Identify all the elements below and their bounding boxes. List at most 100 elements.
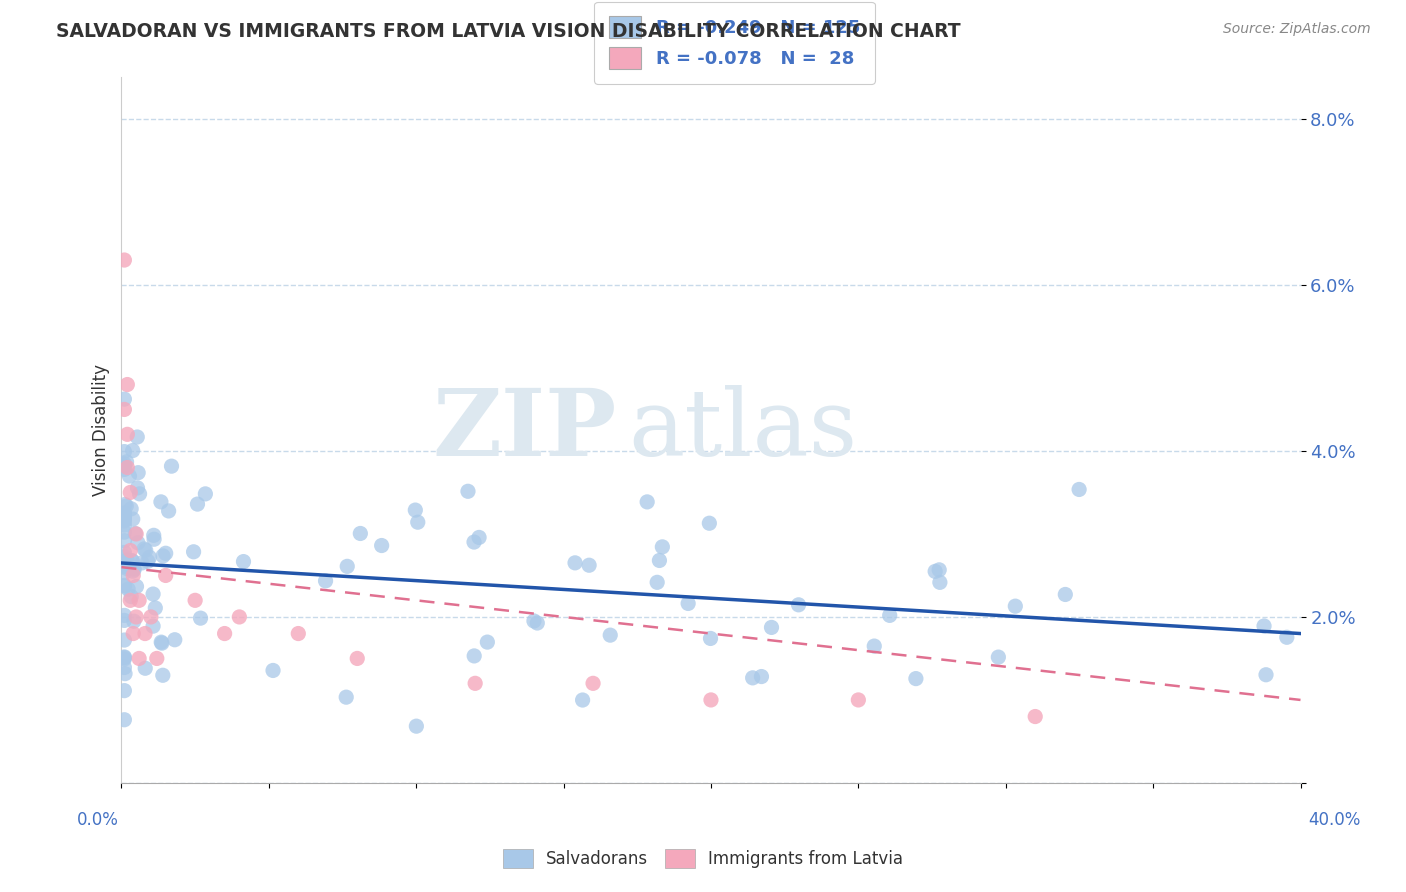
Point <box>228 610 250 624</box>
Text: 40.0%: 40.0% <box>1309 811 1361 829</box>
Point <box>121 512 143 526</box>
Point <box>160 459 183 474</box>
Point <box>112 557 135 571</box>
Point <box>404 503 426 517</box>
Point <box>564 556 586 570</box>
Point <box>112 633 135 648</box>
Point <box>139 610 162 624</box>
Point <box>184 593 207 607</box>
Point <box>457 484 479 499</box>
Point <box>648 553 671 567</box>
Point <box>121 443 143 458</box>
Point <box>112 660 135 674</box>
Point <box>464 676 486 690</box>
Point <box>651 540 673 554</box>
Legend: Salvadorans, Immigrants from Latvia: Salvadorans, Immigrants from Latvia <box>496 843 910 875</box>
Point <box>136 554 159 568</box>
Legend: R = -0.249   N = 125, R = -0.078   N =  28: R = -0.249 N = 125, R = -0.078 N = 28 <box>595 2 875 84</box>
Point <box>120 590 142 604</box>
Point <box>346 651 368 665</box>
Point <box>122 561 145 575</box>
Point <box>349 526 371 541</box>
Point <box>846 693 869 707</box>
Point <box>463 535 485 549</box>
Point <box>405 719 427 733</box>
Point <box>336 559 359 574</box>
Point <box>117 427 139 442</box>
Point <box>904 672 927 686</box>
Point <box>117 460 139 475</box>
Point <box>1004 599 1026 614</box>
Point <box>582 676 605 690</box>
Point <box>120 501 142 516</box>
Point <box>155 568 177 582</box>
Point <box>135 543 157 558</box>
Point <box>112 513 135 527</box>
Point <box>120 543 142 558</box>
Point <box>112 578 135 592</box>
Point <box>645 575 668 590</box>
Point <box>150 636 173 650</box>
Point <box>112 566 135 580</box>
Point <box>700 693 723 707</box>
Point <box>121 564 143 578</box>
Point <box>879 608 901 623</box>
Point <box>571 693 593 707</box>
Point <box>406 515 429 529</box>
Point <box>335 690 357 705</box>
Point <box>232 555 254 569</box>
Text: ZIP: ZIP <box>433 385 617 475</box>
Point <box>787 598 810 612</box>
Point <box>1253 619 1275 633</box>
Point <box>262 664 284 678</box>
Point <box>128 651 150 665</box>
Point <box>751 669 773 683</box>
Point <box>599 628 621 642</box>
Text: atlas: atlas <box>628 385 858 475</box>
Point <box>127 430 149 444</box>
Point <box>112 507 135 521</box>
Point <box>117 377 139 392</box>
Point <box>127 466 149 480</box>
Point <box>112 402 135 417</box>
Point <box>214 626 236 640</box>
Point <box>124 526 146 541</box>
Point <box>127 535 149 549</box>
Point <box>924 565 946 579</box>
Point <box>112 559 135 574</box>
Point <box>114 498 136 512</box>
Point <box>157 504 180 518</box>
Point <box>134 541 156 556</box>
Point <box>142 619 165 633</box>
Point <box>183 545 205 559</box>
Point <box>112 392 135 406</box>
Point <box>112 579 135 593</box>
Point <box>121 554 143 568</box>
Point <box>120 593 142 607</box>
Point <box>112 549 135 564</box>
Point <box>121 560 143 574</box>
Point <box>125 610 148 624</box>
Point <box>117 582 139 596</box>
Point <box>128 487 150 501</box>
Point <box>143 601 166 615</box>
Point <box>315 574 337 588</box>
Point <box>699 632 721 646</box>
Point <box>112 652 135 666</box>
Point <box>112 650 135 665</box>
Point <box>112 533 135 548</box>
Point <box>146 651 169 665</box>
Point <box>152 549 174 563</box>
Point <box>463 648 485 663</box>
Point <box>143 533 166 547</box>
Point <box>112 518 135 533</box>
Point <box>1024 709 1046 723</box>
Point <box>115 553 138 567</box>
Point <box>676 597 699 611</box>
Point <box>523 614 546 628</box>
Point <box>114 666 136 681</box>
Point <box>122 568 145 582</box>
Point <box>741 671 763 685</box>
Text: SALVADORAN VS IMMIGRANTS FROM LATVIA VISION DISABILITY CORRELATION CHART: SALVADORAN VS IMMIGRANTS FROM LATVIA VIS… <box>56 22 960 41</box>
Point <box>112 507 135 521</box>
